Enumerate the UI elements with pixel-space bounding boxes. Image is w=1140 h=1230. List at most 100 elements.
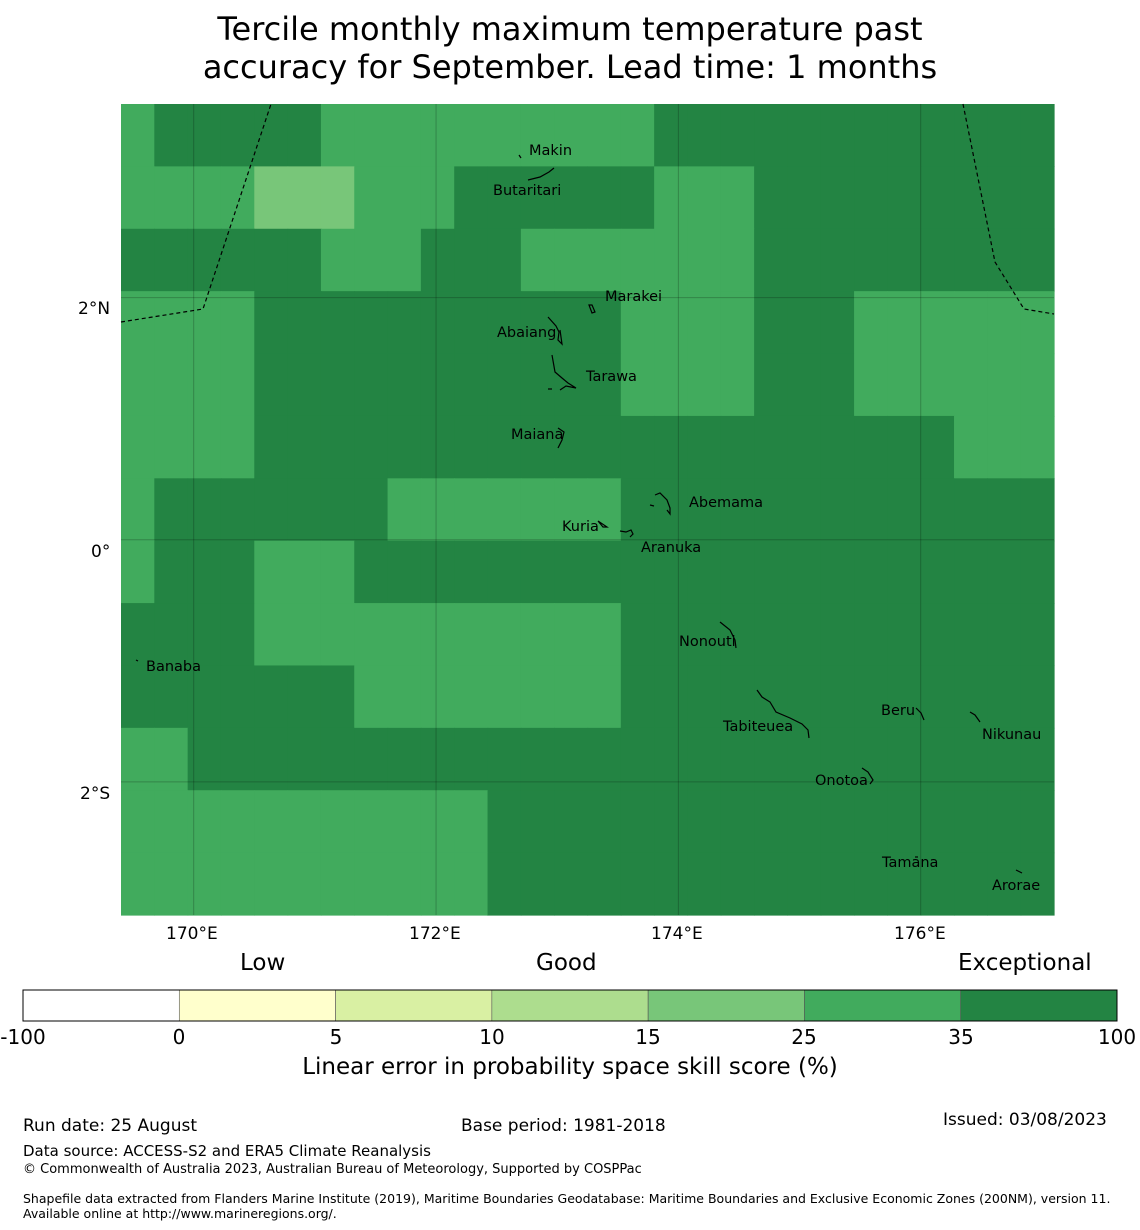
skill-cell (187, 603, 222, 667)
skill-cell (387, 104, 422, 167)
skill-cell (187, 790, 222, 854)
skill-cell (687, 540, 722, 604)
skill-cell (920, 665, 955, 729)
skill-cell (987, 415, 1022, 479)
skill-cell (754, 104, 789, 167)
skill-cell (687, 104, 722, 167)
skill-cell (987, 603, 1022, 667)
skill-cell (954, 415, 988, 479)
skill-cell (754, 353, 789, 417)
skill-cell (887, 852, 922, 916)
skill-cell (887, 166, 922, 230)
skill-cell (454, 727, 489, 791)
skill-cell (987, 166, 1022, 230)
skill-cell (954, 790, 988, 854)
skill-map: Makin Butaritari Marakei Abaiang Tarawa Maian… (120, 103, 1055, 916)
skill-cell (420, 353, 455, 417)
skill-cell (487, 228, 522, 292)
colorbar-bin (178, 989, 336, 1022)
skill-cell (987, 540, 1022, 604)
colorbar-tick-0: 0 (172, 1025, 186, 1049)
skill-cell (420, 291, 455, 355)
skill-cell (987, 291, 1022, 355)
skill-cell (520, 665, 555, 729)
skill-cell (554, 478, 589, 542)
island-label: Aranuka (641, 540, 701, 556)
skill-cell (820, 291, 855, 355)
skill-cell (754, 291, 789, 355)
colorbar-tick-35: 35 (948, 1025, 974, 1049)
skill-cell (654, 104, 689, 167)
island-label: Tamana (881, 855, 938, 871)
skill-cell (587, 228, 622, 292)
skill-cell (987, 665, 1022, 729)
skill-cell (487, 540, 522, 604)
skill-cell (854, 228, 888, 292)
skill-cell (720, 603, 755, 667)
shapefile-note: Shapefile data extracted from Flanders M… (23, 1191, 1111, 1221)
skill-cell (554, 540, 589, 604)
skill-cell (554, 852, 589, 916)
skill-cell (1020, 415, 1055, 479)
skill-cell (920, 415, 955, 479)
skill-cell (1020, 478, 1055, 542)
skill-cell (687, 727, 722, 791)
skill-cell (454, 852, 489, 916)
colorbar-tick-5: 5 (329, 1025, 343, 1049)
skill-cell (1020, 727, 1055, 791)
skill-cell (420, 166, 455, 230)
skill-cell (854, 104, 888, 167)
skill-cell (121, 415, 155, 479)
skill-cell (820, 603, 855, 667)
skill-cell (387, 727, 422, 791)
skill-cell (121, 727, 155, 791)
skill-cell (287, 353, 322, 417)
skill-cell (620, 291, 655, 355)
map-title-line-1: Tercile monthly maximum temperature past (217, 10, 923, 48)
skill-cell (354, 852, 389, 916)
skill-cell (354, 665, 389, 729)
coast-arorae (1015, 869, 1023, 874)
skill-cell (420, 603, 455, 667)
skill-cell (754, 790, 789, 854)
skill-cell (520, 727, 555, 791)
colorbar-tick-25: 25 (791, 1025, 817, 1049)
skill-cell (220, 852, 255, 916)
skill-cell (554, 790, 589, 854)
skill-cell (487, 415, 522, 479)
coast-abemama-2 (649, 504, 655, 507)
skill-cell (587, 540, 622, 604)
skill-cell (720, 540, 755, 604)
skill-cell (220, 790, 255, 854)
skill-cell (887, 291, 922, 355)
skill-cell (554, 166, 589, 230)
skill-cell (121, 603, 155, 667)
skill-cell (654, 603, 689, 667)
skill-cell (387, 852, 422, 916)
skill-cell (987, 104, 1022, 167)
skill-cell (187, 228, 222, 292)
skill-cell (287, 540, 322, 604)
skill-cell (154, 104, 189, 167)
island-coastlines (135, 154, 1023, 874)
skill-cell (254, 852, 289, 916)
skill-cell (654, 727, 689, 791)
colorbar-tick-15: 15 (635, 1025, 661, 1049)
skill-cell (587, 603, 622, 667)
skill-cell (887, 415, 922, 479)
skill-cell (487, 104, 522, 167)
skill-cell (1020, 166, 1055, 230)
skill-cell (220, 166, 255, 230)
colorbar-bins (22, 989, 1118, 1022)
skill-cell (620, 415, 655, 479)
skill-cell (820, 665, 855, 729)
skill-cell (954, 727, 988, 791)
skill-cell (920, 478, 955, 542)
skill-cell (887, 104, 922, 167)
skill-cell (187, 291, 222, 355)
skill-cell (520, 104, 555, 167)
skill-cell (587, 478, 622, 542)
skill-cell (787, 415, 822, 479)
colorbar-bin (335, 989, 493, 1022)
skill-cell (287, 727, 322, 791)
